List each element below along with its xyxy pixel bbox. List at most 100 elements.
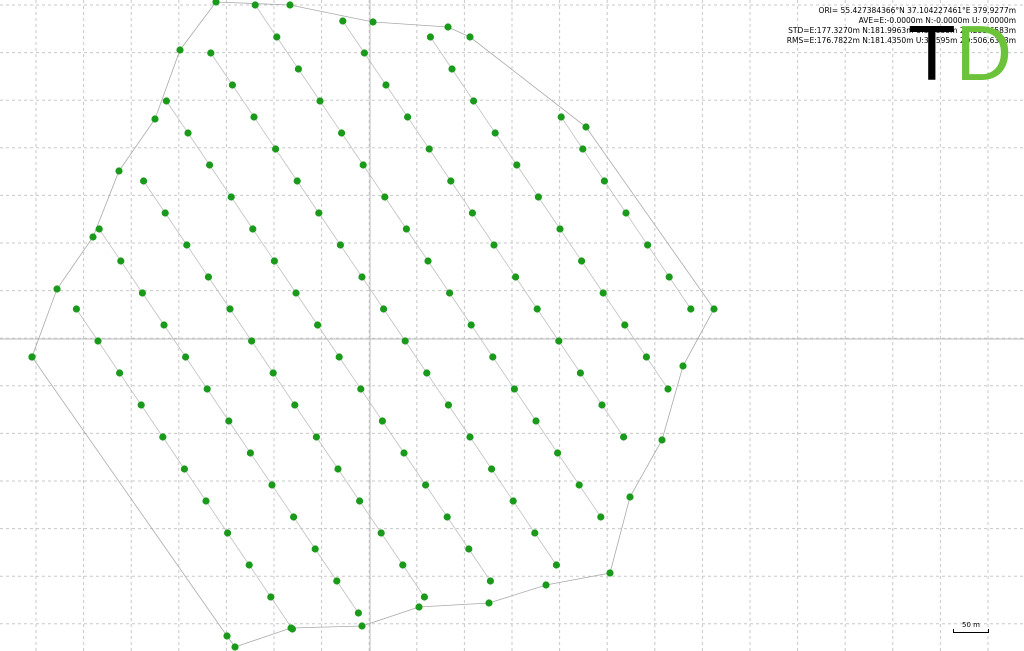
survey-point (312, 433, 320, 441)
survey-point (137, 401, 145, 409)
survey-point (381, 193, 389, 201)
survey-point (378, 417, 386, 425)
survey-point (270, 257, 278, 265)
survey-point (316, 97, 324, 105)
track-line (342, 20, 624, 438)
survey-point (578, 257, 586, 265)
survey-point (226, 305, 234, 313)
survey-point (582, 123, 590, 131)
survey-point (534, 193, 543, 201)
survey-point (231, 643, 239, 651)
survey-point (423, 369, 431, 377)
survey-point (443, 513, 451, 521)
survey-point (182, 353, 190, 361)
survey-point (579, 145, 587, 153)
survey-point (542, 581, 550, 589)
survey-point (356, 497, 364, 505)
survey-point (311, 545, 319, 553)
scale-line (953, 629, 989, 633)
survey-point (377, 529, 385, 537)
survey-point (335, 353, 343, 361)
survey-point (710, 305, 718, 313)
survey-point (292, 289, 300, 297)
survey-point (552, 561, 561, 569)
survey-point (314, 321, 322, 329)
survey-point (251, 1, 259, 9)
survey-point (338, 129, 346, 137)
survey-point (151, 115, 159, 123)
survey-point (621, 321, 629, 329)
survey-point (466, 33, 474, 41)
survey-point (249, 225, 257, 233)
survey-point (404, 113, 412, 121)
survey-point (533, 305, 541, 313)
survey-point (273, 33, 281, 41)
survey-point (159, 433, 167, 441)
survey-point (204, 273, 212, 281)
survey-point (658, 436, 666, 444)
survey-point (206, 161, 214, 169)
survey-point (510, 385, 518, 393)
survey-point (402, 225, 410, 233)
survey-point (448, 65, 456, 73)
survey-point (465, 545, 473, 553)
survey-point (212, 0, 220, 6)
survey-point (72, 305, 80, 313)
survey-point (333, 577, 341, 585)
survey-point (399, 561, 407, 569)
survey-point (183, 241, 191, 249)
survey-point (415, 603, 423, 611)
survey-point (160, 321, 168, 329)
rms-line: RMS=E:176.7822m N:181.4350m U:3.0595m 2D… (786, 36, 1016, 45)
stats-panel: ORI= 55.427384366°N 37.104227461°E 379.9… (787, 6, 1016, 46)
survey-point (401, 337, 409, 345)
survey-point (420, 593, 428, 601)
survey-point (532, 417, 540, 425)
survey-point (369, 18, 377, 26)
logo-d: D (955, 9, 1012, 97)
survey-point (95, 225, 103, 233)
survey-point (447, 177, 455, 185)
survey-point (575, 481, 583, 489)
survey-point (116, 369, 124, 377)
survey-point (223, 632, 231, 640)
survey-point (89, 233, 97, 241)
survey-point (176, 46, 184, 54)
survey-point (245, 561, 253, 569)
survey-point (467, 321, 475, 329)
survey-point (184, 129, 192, 137)
survey-point (576, 369, 585, 377)
survey-point (334, 465, 342, 473)
survey-point (599, 289, 607, 297)
std-line: STD=E:177.3270m N:181.9963m U:3.0533m 2D… (788, 26, 1016, 35)
survey-point (248, 337, 256, 345)
survey-point (644, 241, 652, 249)
survey-point (336, 241, 344, 249)
track-line (166, 100, 491, 582)
survey-point (531, 529, 539, 537)
survey-point (227, 193, 235, 201)
survey-point (598, 401, 606, 409)
survey-point (491, 129, 499, 137)
survey-point (286, 1, 294, 9)
survey-point (486, 577, 494, 585)
survey-point (357, 385, 365, 393)
survey-point (117, 257, 125, 265)
survey-point (597, 513, 605, 521)
ave-line: AVE=E:-0.0000m N:-0.0000m U: 0.0000m (858, 16, 1016, 25)
survey-point (511, 273, 520, 281)
track-line (143, 180, 425, 598)
survey-point (400, 449, 408, 457)
survey-point (555, 337, 563, 345)
survey-point (620, 433, 628, 441)
survey-point (207, 49, 215, 57)
survey-point (115, 167, 123, 175)
survey-point (444, 23, 452, 31)
survey-point (556, 225, 564, 233)
survey-point (360, 49, 368, 57)
survey-point (490, 241, 498, 249)
survey-point (202, 497, 210, 505)
survey-point (426, 33, 434, 41)
survey-point (485, 599, 493, 607)
